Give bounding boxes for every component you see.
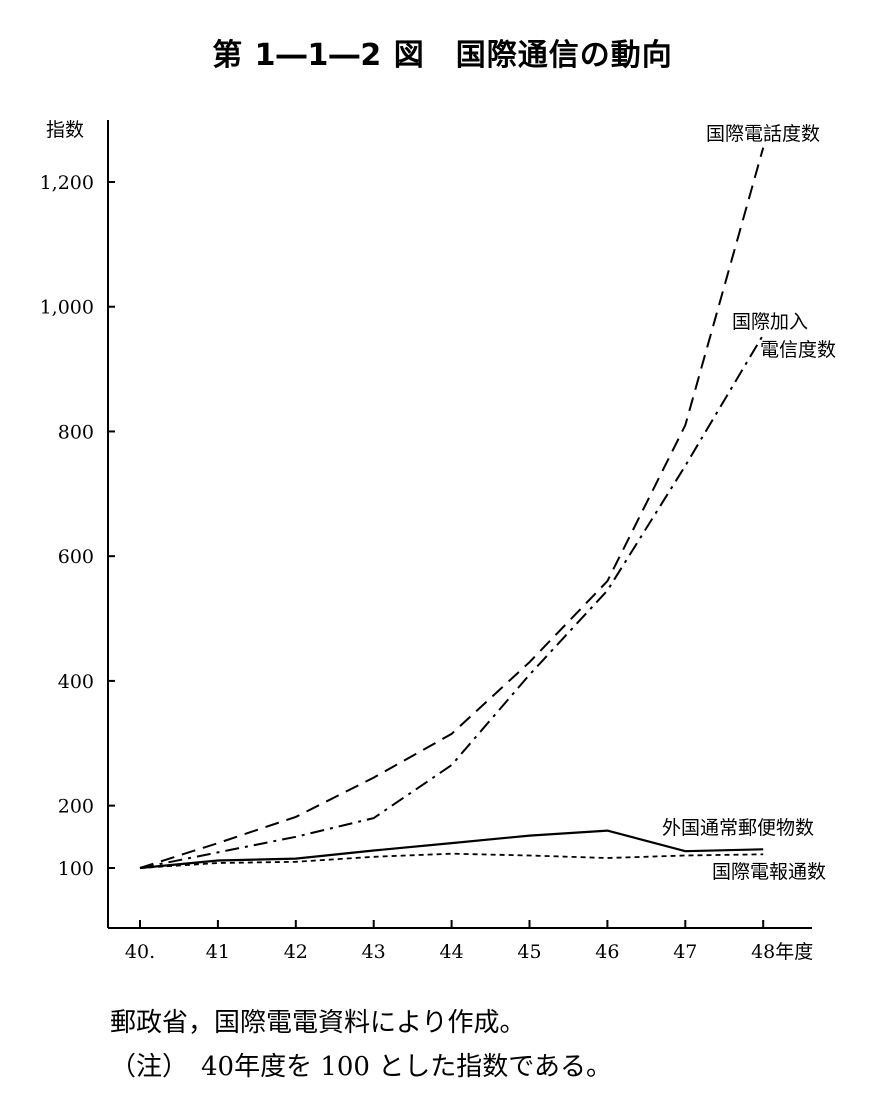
series-label-2: 電信度数 [760, 339, 836, 361]
x-ticks: 40. 41 42 43 44 45 46 47 48 年度 [125, 920, 813, 963]
series-lines [139, 147, 765, 870]
y-tick-label: 1,200 [40, 172, 94, 194]
x-tick-label: 41 [206, 941, 230, 963]
x-tick-label: 44 [440, 941, 464, 963]
x-tick-label: 43 [362, 941, 386, 963]
x-tick-label: 45 [517, 941, 541, 963]
series-label-3: 外国通常郵便物数 [662, 817, 814, 839]
series-label-2: 国際加入 [732, 311, 808, 333]
y-tick-label: 1,000 [40, 297, 94, 319]
y-tick-label: 400 [58, 671, 94, 693]
x-tick-label: 46 [595, 941, 619, 963]
x-tick-label: 47 [673, 941, 697, 963]
line-chart: 指数 100 200 400 600 800 1,000 1,200 40. 41 42 43 44… [40, 119, 836, 963]
y-tick-label: 100 [58, 858, 94, 880]
footnote: （注） 40年度を 100 とした指数である。 [110, 1052, 612, 1082]
y-tick-label: 800 [58, 421, 94, 443]
x-tick-label: 42 [284, 941, 308, 963]
y-tick-label: 600 [58, 546, 94, 568]
y-tick-label: 200 [58, 796, 94, 818]
axes: 指数 [46, 119, 812, 929]
series-line-2 [139, 334, 765, 869]
source-note: 郵政省，国際電電資料により作成。 [110, 1008, 526, 1038]
y-axis-label: 指数 [46, 119, 84, 141]
x-tick-label: 40. [125, 941, 155, 963]
chart-title: 第 1―1―2 図 国際通信の動向 [212, 38, 673, 73]
series-label-1: 国際電話度数 [706, 123, 820, 145]
x-tick-label: 48 [751, 941, 775, 963]
series-line-3 [139, 829, 764, 870]
y-ticks: 100 200 400 600 800 1,000 1,200 [40, 172, 115, 880]
x-axis-unit-label: 年度 [775, 941, 813, 963]
series-line-1 [139, 147, 765, 869]
series-label-4: 国際電報通数 [712, 861, 826, 883]
